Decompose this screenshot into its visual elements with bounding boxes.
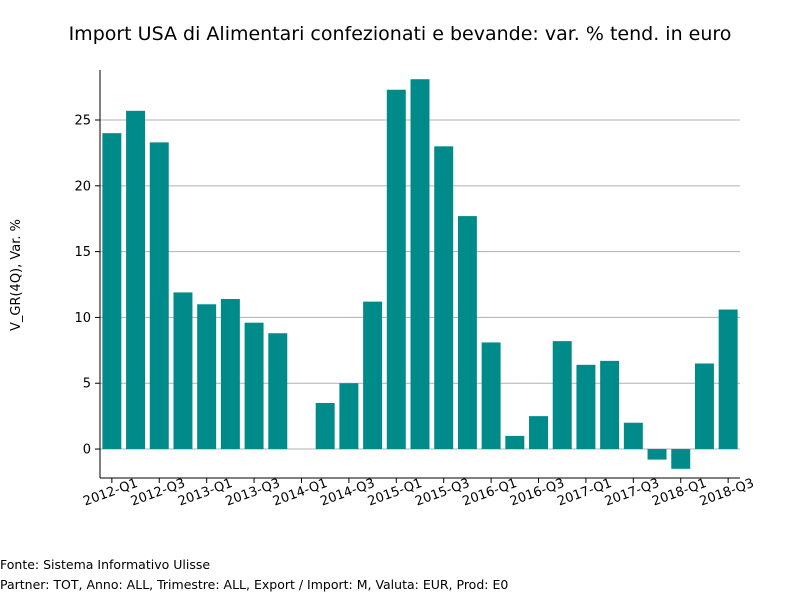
bar-2012-Q2 [126,110,146,450]
bar-2012-Q4 [173,292,193,450]
bar-2017-Q1 [576,364,596,450]
footer-source: Fonte: Sistema Informativo Ulisse [0,557,211,572]
bar-2013-Q2 [220,299,240,450]
y-tick-label: 20 [74,179,91,194]
bar-2014-Q2 [315,402,335,450]
bar-2017-Q3 [623,422,643,450]
bar-2013-Q1 [197,304,217,450]
bar-2016-Q2 [505,435,525,450]
y-tick-label: 25 [74,114,91,129]
bar-2016-Q1 [481,342,501,450]
bar-2013-Q4 [268,333,288,450]
y-axis-title: V_GR(4Q), Var. % [9,219,24,331]
bar-2015-Q1 [386,89,406,450]
bar-2013-Q3 [244,322,264,450]
bar-2018-Q1 [671,449,691,469]
y-tick-label: 10 [74,311,91,326]
bar-2016-Q4 [552,341,572,450]
bar-2018-Q3 [718,309,738,450]
bar-2017-Q4 [647,449,667,460]
bar-2012-Q3 [149,142,169,450]
bar-2016-Q3 [529,416,548,450]
x-tick-label: 2018-Q3 [698,476,756,510]
bar-2015-Q2 [410,79,430,450]
bar-2012-Q1 [102,133,122,450]
y-tick-label: 15 [74,245,91,260]
bars [102,79,738,469]
bar-2017-Q2 [600,360,620,450]
chart-title: Import USA di Alimentari confezionati e … [69,23,732,45]
footer-meta: Partner: TOT, Anno: ALL, Trimestre: ALL,… [0,577,509,592]
y-tick-label: 5 [83,377,91,392]
bar-2014-Q3 [339,383,359,450]
bar-2014-Q4 [363,301,383,450]
x-ticks: 2012-Q12012-Q32013-Q12013-Q32014-Q12014-… [81,476,756,510]
bar-2018-Q2 [694,363,714,450]
bar-2015-Q4 [457,216,477,450]
y-ticks: 0 5 10 15 20 25 [74,114,100,458]
y-tick-label: 0 [83,443,91,458]
bar-2015-Q3 [434,146,454,450]
